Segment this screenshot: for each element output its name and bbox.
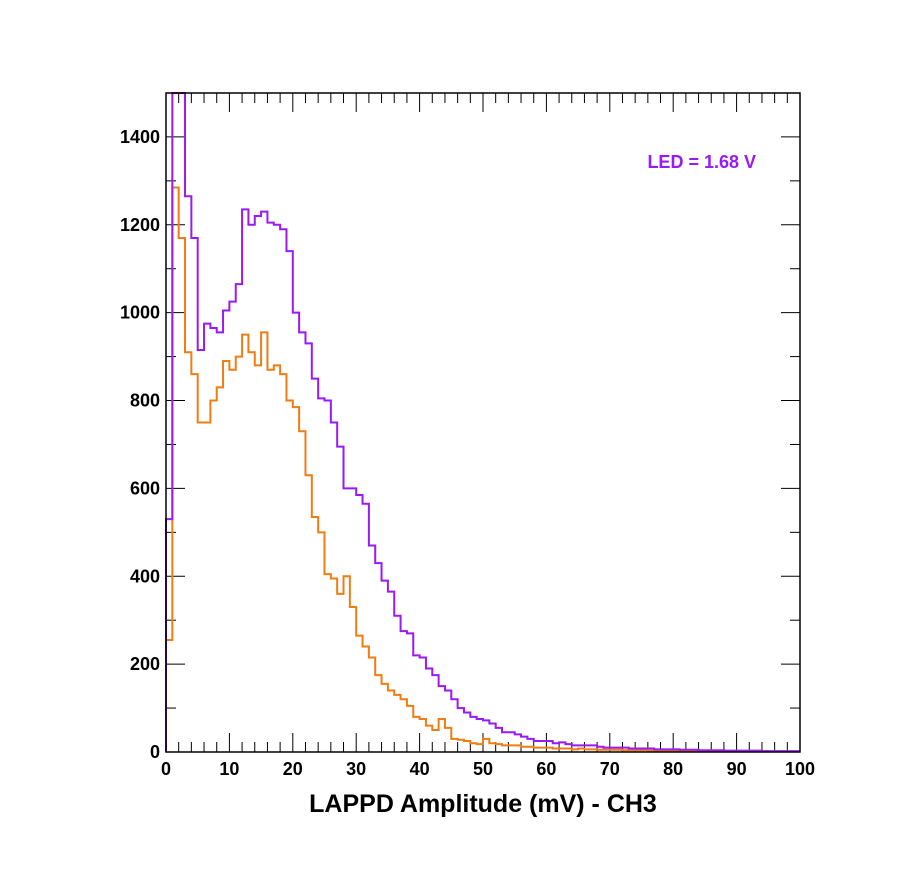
histogram-purple-series	[165, 92, 800, 753]
plot-frame	[165, 92, 801, 753]
x-tick-label: 10	[219, 759, 239, 779]
y-tick-label: 400	[130, 566, 160, 586]
x-tick-labels: 0 10 20 30 40 50 60 70 80 90 100	[161, 759, 815, 779]
x-tick-label: 100	[785, 759, 815, 779]
x-tick-label: 60	[536, 759, 556, 779]
y-tick-label: 200	[130, 654, 160, 674]
x-tick-label: 30	[346, 759, 366, 779]
x-tick-label: 80	[663, 759, 683, 779]
histogram-series	[165, 92, 800, 753]
histogram-orange-series	[165, 186, 800, 753]
y-tick-label: 0	[150, 742, 160, 762]
y-tick-label: 600	[130, 478, 160, 498]
x-tick-label: 40	[410, 759, 430, 779]
y-tick-label: 1200	[120, 215, 160, 235]
x-tick-label: 20	[283, 759, 303, 779]
y-tick-label: 800	[130, 391, 160, 411]
y-tick-label: 1400	[120, 127, 160, 147]
x-axis-title: LAPPD Amplitude (mV) - CH3	[309, 790, 657, 818]
y-tick-label: 1000	[120, 303, 160, 323]
x-tick-label: 0	[161, 759, 171, 779]
led-voltage-annotation: LED = 1.68 V	[647, 152, 756, 172]
x-tick-label: 50	[473, 759, 493, 779]
x-tick-label: 70	[600, 759, 620, 779]
y-tick-labels: 0 200 400 600 800 1000 1200 1400	[120, 127, 160, 762]
x-tick-label: 90	[727, 759, 747, 779]
